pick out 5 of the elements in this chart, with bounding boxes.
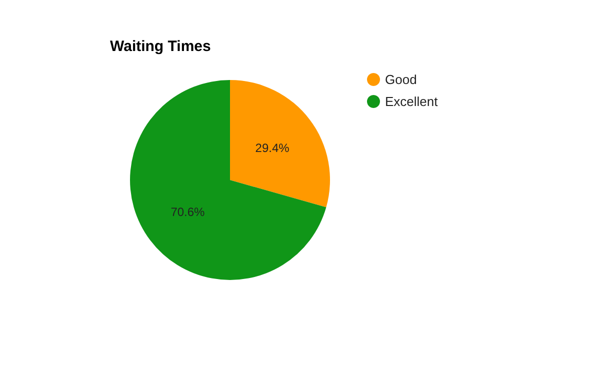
legend-label: Good [385, 72, 417, 87]
legend-label: Excellent [385, 94, 438, 109]
data-label: 70.6% [170, 204, 206, 219]
chart-title: Waiting Times [110, 38, 211, 55]
data-label: 29.4% [255, 141, 290, 156]
